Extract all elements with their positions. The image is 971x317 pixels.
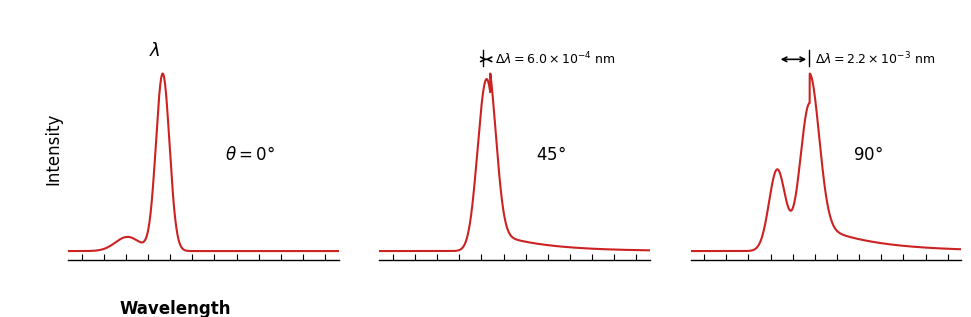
Y-axis label: Intensity: Intensity (45, 113, 62, 185)
Text: Wavelength: Wavelength (119, 300, 230, 317)
Text: $\Delta\lambda = 6.0 \times 10^{-4}\ \mathrm{nm}$: $\Delta\lambda = 6.0 \times 10^{-4}\ \ma… (495, 51, 616, 68)
Text: $\theta = 0°$: $\theta = 0°$ (225, 146, 275, 164)
Text: $45°$: $45°$ (536, 146, 566, 164)
Text: $\lambda$: $\lambda$ (149, 42, 160, 60)
Text: $\Delta\lambda = 2.2 \times 10^{-3}\ \mathrm{nm}$: $\Delta\lambda = 2.2 \times 10^{-3}\ \ma… (815, 51, 935, 68)
Text: $90°$: $90°$ (853, 146, 883, 164)
